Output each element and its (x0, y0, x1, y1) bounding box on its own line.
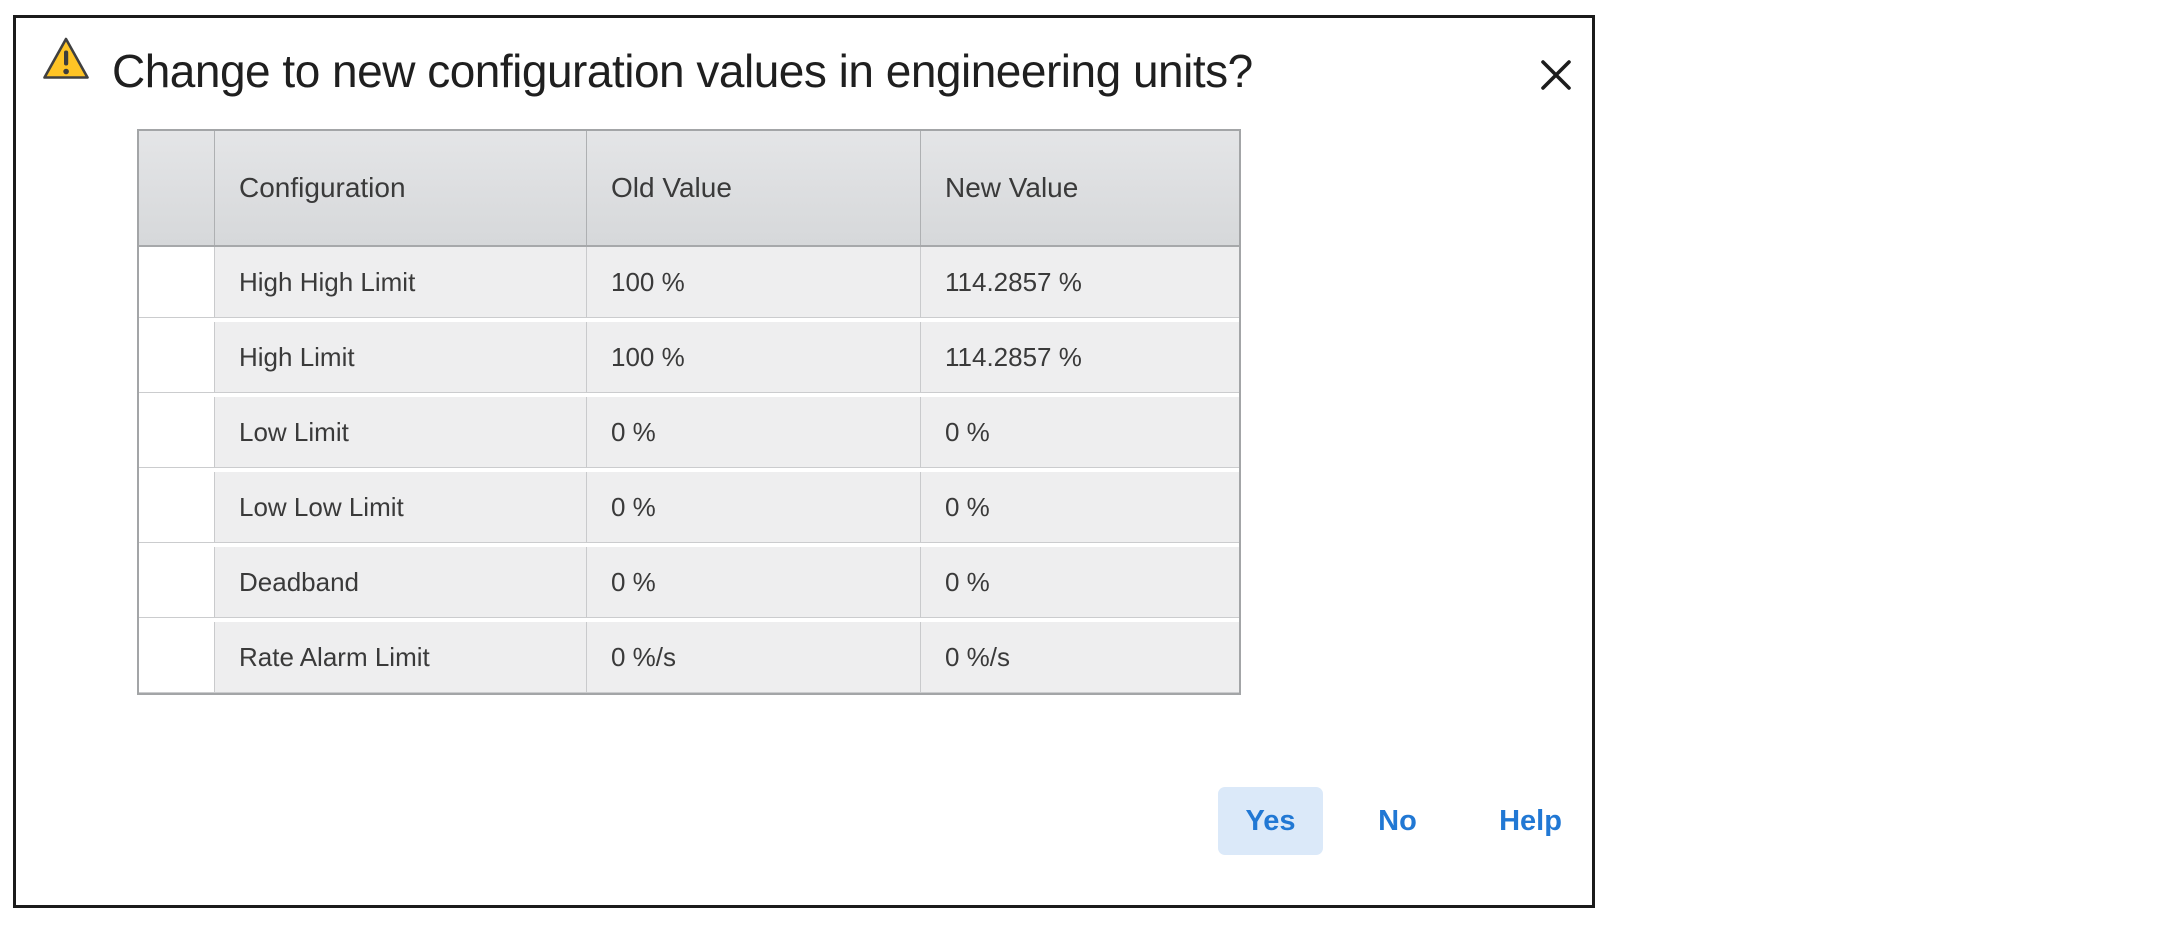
column-header-new-value: New Value (945, 172, 1079, 203)
table-row: High High Limit 100 % 114.2857 % (139, 247, 1239, 318)
row-selector-header (139, 131, 215, 245)
table-row: High Limit 100 % 114.2857 % (139, 322, 1239, 393)
dialog-title: Change to new configuration values in en… (112, 45, 1253, 97)
config-table: Configuration Old Value New Value High H… (137, 129, 1241, 695)
no-button[interactable]: No (1345, 787, 1450, 855)
old-value-cell: 100 % (587, 322, 921, 393)
table-row: Low Low Limit 0 % 0 % (139, 472, 1239, 543)
close-icon (1537, 55, 1575, 98)
old-value-cell: 100 % (587, 247, 921, 318)
configuration-cell: Rate Alarm Limit (215, 622, 587, 693)
row-selector-cell (139, 247, 215, 318)
table-row: Deadband 0 % 0 % (139, 547, 1239, 618)
new-value-cell: 0 % (921, 547, 1239, 618)
new-value-cell: 0 % (921, 472, 1239, 543)
new-value-cell: 114.2857 % (921, 247, 1239, 318)
new-value-cell: 0 % (921, 397, 1239, 468)
old-value-cell: 0 % (587, 547, 921, 618)
row-selector-cell (139, 547, 215, 618)
table-row: Low Limit 0 % 0 % (139, 397, 1239, 468)
configuration-cell: High Limit (215, 322, 587, 393)
configuration-cell: Low Limit (215, 397, 587, 468)
row-selector-cell (139, 622, 215, 693)
row-selector-cell (139, 397, 215, 468)
new-value-cell: 0 %/s (921, 622, 1239, 693)
new-value-cell: 114.2857 % (921, 322, 1239, 393)
configuration-cell: High High Limit (215, 247, 587, 318)
warning-icon (42, 36, 90, 81)
help-button[interactable]: Help (1478, 787, 1583, 855)
table-header-row: Configuration Old Value New Value (139, 131, 1239, 247)
old-value-cell: 0 % (587, 472, 921, 543)
configuration-cell: Deadband (215, 547, 587, 618)
row-selector-cell (139, 322, 215, 393)
table-row: Rate Alarm Limit 0 %/s 0 %/s (139, 622, 1239, 693)
close-button[interactable] (1528, 48, 1584, 104)
column-header-old-value: Old Value (587, 131, 921, 245)
old-value-cell: 0 %/s (587, 622, 921, 693)
confirmation-dialog: Change to new configuration values in en… (13, 15, 1595, 908)
row-selector-cell (139, 472, 215, 543)
old-value-cell: 0 % (587, 397, 921, 468)
yes-button[interactable]: Yes (1218, 787, 1323, 855)
column-header-configuration: Configuration (215, 131, 587, 245)
configuration-cell: Low Low Limit (215, 472, 587, 543)
